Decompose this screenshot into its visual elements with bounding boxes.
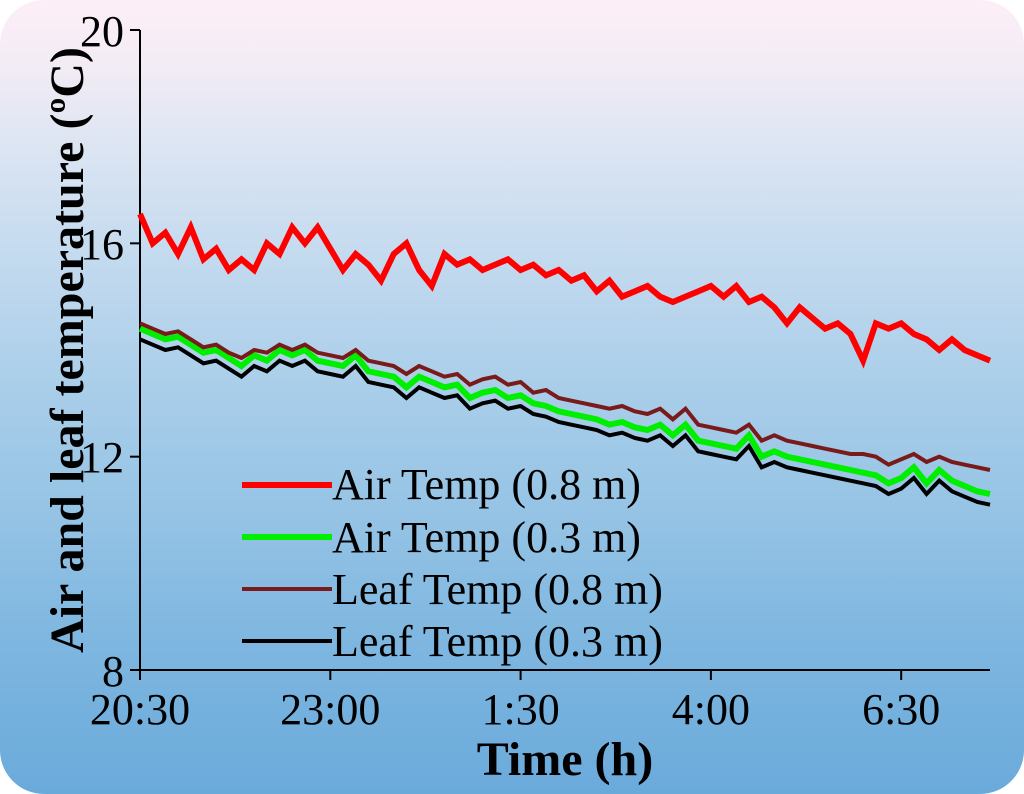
y-tick-label: 16: [80, 219, 124, 270]
y-tick-label: 20: [80, 6, 124, 57]
x-tick-label: 4:00: [672, 684, 750, 735]
legend-label: Leaf Temp (0.8 m): [332, 564, 663, 615]
series-line: [140, 214, 990, 361]
series-line: [140, 323, 990, 470]
legend-item: Leaf Temp (0.3 m): [242, 615, 663, 667]
x-axis-title: Time (h): [477, 732, 653, 787]
legend-label: Leaf Temp (0.3 m): [332, 616, 663, 667]
x-tick-label: 23:00: [280, 684, 380, 735]
y-axis-title: Air and leaf temperature (ºC): [40, 30, 95, 670]
legend-item: Air Temp (0.8 m): [242, 459, 663, 511]
y-tick-label: 12: [80, 432, 124, 483]
legend-label: Air Temp (0.3 m): [332, 512, 641, 563]
legend-line-sample: [242, 567, 332, 611]
legend-line-sample: [242, 463, 332, 507]
x-tick-label: 20:30: [90, 684, 190, 735]
legend-item: Leaf Temp (0.8 m): [242, 563, 663, 615]
legend-line-sample: [242, 619, 332, 663]
x-tick-label: 6:30: [862, 684, 940, 735]
legend-label: Air Temp (0.8 m): [332, 459, 641, 510]
legend-line-sample: [242, 515, 332, 559]
legend-item: Air Temp (0.3 m): [242, 511, 663, 563]
legend: Air Temp (0.8 m)Air Temp (0.3 m)Leaf Tem…: [242, 459, 663, 668]
x-tick-label: 1:30: [481, 684, 559, 735]
chart-card: Air and leaf temperature (ºC) Time (h) 8…: [0, 0, 1024, 794]
